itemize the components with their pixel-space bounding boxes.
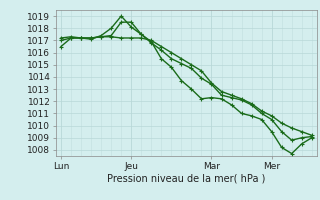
X-axis label: Pression niveau de la mer( hPa ): Pression niveau de la mer( hPa ) [107,173,266,183]
